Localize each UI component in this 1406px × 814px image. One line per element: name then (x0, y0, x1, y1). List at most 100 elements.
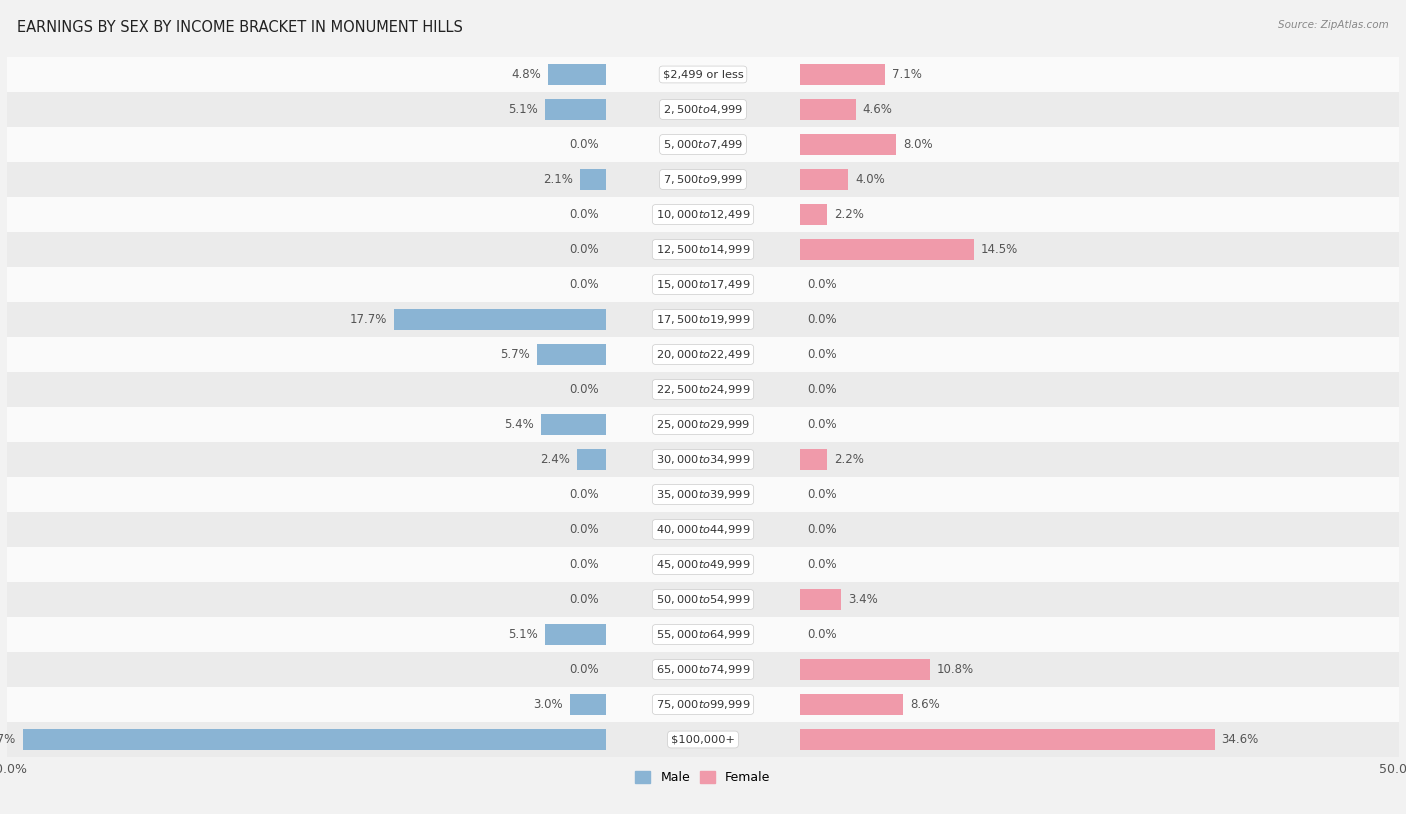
Bar (7, 512, 1399, 547)
Bar (800, 99, 855, 120)
Text: 0.0%: 0.0% (807, 523, 837, 536)
Text: Source: ZipAtlas.com: Source: ZipAtlas.com (1278, 20, 1389, 30)
Text: 0.0%: 0.0% (807, 348, 837, 361)
Bar (800, 449, 827, 470)
Text: $35,000 to $39,999: $35,000 to $39,999 (655, 488, 751, 501)
Text: $75,000 to $99,999: $75,000 to $99,999 (655, 698, 751, 711)
Bar (7, 197, 1399, 232)
Text: 8.6%: 8.6% (910, 698, 941, 711)
Text: $30,000 to $34,999: $30,000 to $34,999 (655, 453, 751, 466)
Text: 2.2%: 2.2% (834, 208, 863, 221)
Text: 5.1%: 5.1% (508, 628, 537, 641)
Text: 0.0%: 0.0% (569, 243, 599, 256)
Text: 17.7%: 17.7% (349, 313, 387, 326)
Text: 0.0%: 0.0% (807, 628, 837, 641)
Text: $22,500 to $24,999: $22,500 to $24,999 (655, 383, 751, 396)
Text: 0.0%: 0.0% (807, 418, 837, 431)
Bar (7, 722, 1399, 757)
Text: 4.0%: 4.0% (855, 173, 884, 186)
Text: 0.0%: 0.0% (807, 278, 837, 291)
Text: $10,000 to $12,499: $10,000 to $12,499 (655, 208, 751, 221)
Text: $45,000 to $49,999: $45,000 to $49,999 (655, 558, 751, 571)
Bar (800, 204, 827, 225)
Text: $2,499 or less: $2,499 or less (662, 69, 744, 80)
Bar (7, 57, 1399, 92)
Bar (541, 414, 606, 435)
Text: 0.0%: 0.0% (569, 208, 599, 221)
Bar (800, 659, 929, 680)
Bar (800, 589, 841, 610)
Text: 8.0%: 8.0% (903, 138, 932, 151)
Bar (394, 309, 606, 330)
Text: $25,000 to $29,999: $25,000 to $29,999 (655, 418, 751, 431)
Text: 0.0%: 0.0% (569, 138, 599, 151)
Text: 2.4%: 2.4% (540, 453, 569, 466)
Bar (7, 92, 1399, 127)
Text: $15,000 to $17,499: $15,000 to $17,499 (655, 278, 751, 291)
Text: 10.8%: 10.8% (936, 663, 974, 676)
Text: 14.5%: 14.5% (981, 243, 1018, 256)
Text: 34.6%: 34.6% (1222, 733, 1258, 746)
Bar (800, 134, 896, 155)
Text: 0.0%: 0.0% (569, 663, 599, 676)
Bar (7, 127, 1399, 162)
Text: 4.8%: 4.8% (512, 68, 541, 81)
Text: 4.6%: 4.6% (862, 103, 893, 116)
Bar (544, 99, 606, 120)
Bar (7, 582, 1399, 617)
Text: $50,000 to $54,999: $50,000 to $54,999 (655, 593, 751, 606)
Bar (800, 64, 886, 85)
Bar (7, 477, 1399, 512)
Text: 5.7%: 5.7% (501, 348, 530, 361)
Text: $5,000 to $7,499: $5,000 to $7,499 (664, 138, 742, 151)
Text: 0.0%: 0.0% (807, 488, 837, 501)
Bar (548, 64, 606, 85)
Text: 3.4%: 3.4% (848, 593, 877, 606)
Text: $7,500 to $9,999: $7,500 to $9,999 (664, 173, 742, 186)
Bar (7, 547, 1399, 582)
Bar (7, 617, 1399, 652)
Bar (800, 694, 904, 715)
Text: $17,500 to $19,999: $17,500 to $19,999 (655, 313, 751, 326)
Text: 0.0%: 0.0% (569, 523, 599, 536)
Text: 0.0%: 0.0% (569, 593, 599, 606)
Text: 5.1%: 5.1% (508, 103, 537, 116)
Text: 7.1%: 7.1% (893, 68, 922, 81)
Text: EARNINGS BY SEX BY INCOME BRACKET IN MONUMENT HILLS: EARNINGS BY SEX BY INCOME BRACKET IN MON… (17, 20, 463, 35)
Bar (7, 407, 1399, 442)
Text: 48.7%: 48.7% (0, 733, 15, 746)
Bar (569, 694, 606, 715)
Bar (576, 449, 606, 470)
Bar (800, 239, 974, 260)
Bar (800, 729, 1215, 750)
Text: $100,000+: $100,000+ (671, 734, 735, 745)
Text: $65,000 to $74,999: $65,000 to $74,999 (655, 663, 751, 676)
Text: 0.0%: 0.0% (807, 313, 837, 326)
Bar (7, 267, 1399, 302)
Text: 0.0%: 0.0% (569, 278, 599, 291)
Text: 0.0%: 0.0% (807, 558, 837, 571)
Text: $55,000 to $64,999: $55,000 to $64,999 (655, 628, 751, 641)
Text: 0.0%: 0.0% (569, 488, 599, 501)
Text: 2.1%: 2.1% (544, 173, 574, 186)
Bar (7, 302, 1399, 337)
Bar (7, 372, 1399, 407)
Bar (7, 652, 1399, 687)
Text: 0.0%: 0.0% (569, 558, 599, 571)
Text: 0.0%: 0.0% (807, 383, 837, 396)
Text: $40,000 to $44,999: $40,000 to $44,999 (655, 523, 751, 536)
Bar (7, 687, 1399, 722)
Text: 5.4%: 5.4% (505, 418, 534, 431)
Text: 3.0%: 3.0% (533, 698, 562, 711)
Bar (7, 232, 1399, 267)
Bar (581, 169, 606, 190)
Bar (800, 169, 848, 190)
Bar (7, 162, 1399, 197)
Bar (22, 729, 606, 750)
Text: 2.2%: 2.2% (834, 453, 863, 466)
Text: $20,000 to $22,499: $20,000 to $22,499 (655, 348, 751, 361)
Text: 0.0%: 0.0% (569, 383, 599, 396)
Text: $2,500 to $4,999: $2,500 to $4,999 (664, 103, 742, 116)
Bar (544, 624, 606, 645)
Bar (7, 337, 1399, 372)
